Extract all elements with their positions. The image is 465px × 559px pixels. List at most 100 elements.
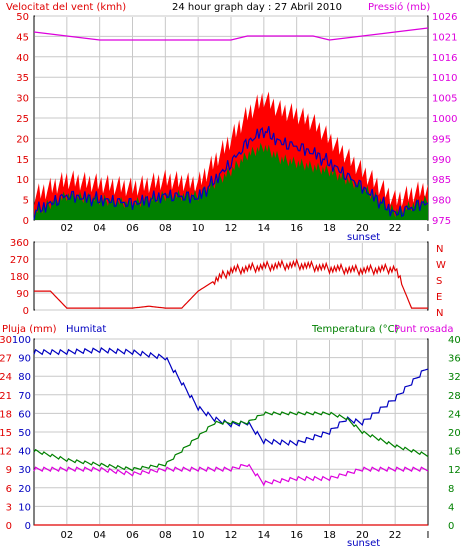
- pressure-series: [33, 27, 429, 41]
- direction-tick-label: 0: [23, 306, 29, 317]
- x-tick-label: 04: [93, 223, 106, 234]
- x-tick-label: 08: [159, 530, 172, 541]
- x-tick-label: 14: [257, 530, 270, 541]
- wind-tick-label: 5: [23, 196, 29, 207]
- compass-tick-label: E: [436, 292, 442, 303]
- wind-axis-label: Velocitat del vent (kmh): [6, 2, 126, 13]
- rain-tick-label: 3: [6, 502, 12, 513]
- pressure-tick-label: 1000: [432, 114, 457, 125]
- x-tick-label: 10: [192, 530, 205, 541]
- x-tick-label: 18: [323, 223, 336, 234]
- temperature-tick-label: 28: [448, 391, 461, 402]
- pressure-tick-label: 1016: [432, 53, 457, 64]
- x-tick-label: 20: [356, 530, 369, 541]
- x-tick-label: 10: [192, 223, 205, 234]
- temperature-tick-label: 24: [448, 409, 461, 420]
- wind-tick-label: 35: [16, 73, 29, 84]
- humidity-tick-label: 10: [18, 502, 31, 513]
- humidity-tick-label: 30: [18, 465, 31, 476]
- x-tick-label: 08: [159, 223, 172, 234]
- rain-tick-label: 12: [0, 447, 12, 458]
- humidity-axis-label: Humitat: [66, 324, 106, 335]
- x-tick-label: 20: [356, 223, 369, 234]
- humidity-tick-label: 70: [18, 391, 31, 402]
- x-tick-label: 22: [389, 223, 402, 234]
- temperature-tick-label: 12: [448, 465, 461, 476]
- x-tick-label: 18: [323, 530, 336, 541]
- pressure-tick-label: 1010: [432, 73, 457, 84]
- rain-tick-label: 27: [0, 354, 12, 365]
- wind-tick-label: 30: [16, 94, 29, 105]
- x-tick-label: 06: [126, 223, 139, 234]
- dewpoint-series: [33, 463, 429, 487]
- wind-tick-label: 0: [23, 216, 29, 227]
- rain-tick-label: 30: [0, 335, 12, 346]
- direction-tick-label: 270: [10, 255, 29, 266]
- humidity-series: [33, 347, 429, 447]
- temperature-tick-label: 16: [448, 447, 461, 458]
- direction-tick-label: 90: [16, 289, 29, 300]
- chart-title: 24 hour graph day : 27 Abril 2010: [172, 2, 342, 13]
- wind-tick-label: 20: [16, 134, 29, 145]
- x-tick-label: I: [427, 223, 430, 234]
- temperature-tick-label: 4: [448, 502, 454, 513]
- humidity-tick-label: 50: [18, 428, 31, 439]
- sunset-label-top: sunset: [347, 232, 380, 243]
- humidity-tick-label: 80: [18, 372, 31, 383]
- pressure-tick-label: 975: [432, 216, 451, 227]
- direction-tick-label: 360: [10, 238, 29, 249]
- compass-tick-label: N: [436, 308, 443, 319]
- dewpoint-axis-label: Punt rosada: [394, 324, 453, 335]
- pressure-axis-label: Pressió (mb): [368, 1, 430, 13]
- pressure-tick-label: 1005: [432, 94, 457, 105]
- wind-tick-label: 25: [16, 114, 29, 125]
- temperature-tick-label: 40: [448, 335, 461, 346]
- rain-tick-label: 15: [0, 428, 12, 439]
- rain-tick-label: 18: [0, 409, 12, 420]
- pressure-tick-label: 980: [432, 196, 451, 207]
- temperature-tick-label: 36: [448, 354, 461, 365]
- wind-tick-label: 50: [16, 12, 29, 23]
- rain-tick-label: 0: [6, 521, 12, 532]
- wind-tick-label: 10: [16, 175, 29, 186]
- temperature-tick-label: 32: [448, 372, 461, 383]
- temperature-tick-label: 20: [448, 428, 461, 439]
- rain-tick-label: 6: [6, 484, 12, 495]
- pressure-tick-label: 990: [432, 155, 451, 166]
- x-tick-label: 02: [60, 530, 73, 541]
- rain-tick-label: 21: [0, 391, 12, 402]
- x-tick-label: 12: [225, 223, 238, 234]
- temperature-tick-label: 0: [448, 521, 454, 532]
- x-tick-label: 04: [93, 530, 106, 541]
- compass-tick-label: W: [436, 260, 446, 271]
- rain-tick-label: 24: [0, 372, 12, 383]
- wind-average-series: [34, 142, 428, 220]
- pressure-tick-label: 1021: [432, 32, 457, 43]
- x-tick-label: I: [427, 530, 430, 541]
- pressure-tick-label: 995: [432, 134, 451, 145]
- rain-tick-label: 9: [6, 465, 12, 476]
- humidity-tick-label: 0: [25, 521, 31, 532]
- direction-tick-label: 180: [10, 272, 29, 283]
- wind-tick-label: 40: [16, 53, 29, 64]
- x-tick-label: 16: [290, 530, 303, 541]
- x-tick-label: 06: [126, 530, 139, 541]
- humidity-tick-label: 60: [18, 409, 31, 420]
- x-tick-label: 16: [290, 223, 303, 234]
- x-tick-label: 22: [389, 530, 402, 541]
- wind-speed-line: [33, 126, 429, 220]
- humidity-tick-label: 90: [18, 354, 31, 365]
- humidity-tick-label: 40: [18, 447, 31, 458]
- pressure-tick-label: 1026: [432, 12, 457, 23]
- humidity-tick-label: 20: [18, 484, 31, 495]
- compass-tick-label: S: [436, 276, 442, 287]
- humidity-tick-label: 100: [12, 335, 31, 346]
- x-tick-label: 12: [225, 530, 238, 541]
- wind-tick-label: 15: [16, 155, 29, 166]
- x-tick-label: 14: [257, 223, 270, 234]
- compass-tick-label: N: [436, 244, 443, 255]
- pressure-tick-label: 985: [432, 175, 451, 186]
- x-tick-label: 02: [60, 223, 73, 234]
